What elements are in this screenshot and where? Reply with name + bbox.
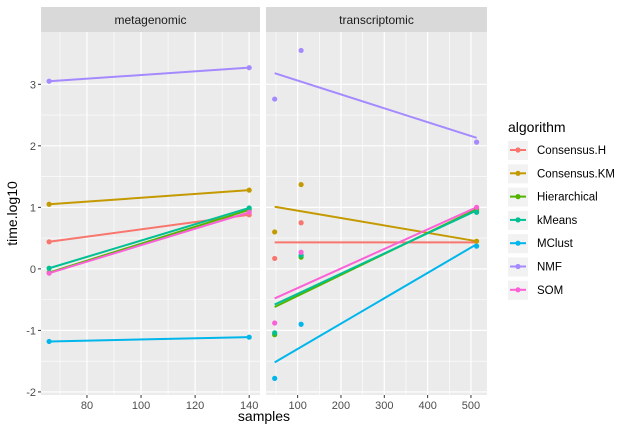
y-axis-title: time.log10 <box>4 181 20 246</box>
legend-key-point <box>515 287 521 293</box>
data-point-kMeans <box>246 205 252 211</box>
x-tick-label: 400 <box>418 400 436 412</box>
data-point-NMF <box>298 47 304 54</box>
data-point-MClust <box>298 321 304 327</box>
trend-line-SOM <box>274 206 478 300</box>
x-axis-title: samples <box>238 408 290 424</box>
data-point-SOM <box>474 204 480 210</box>
panel-transcriptomic: transcriptomic 100 200 300 400 500 <box>266 7 487 412</box>
y-tick-label: 2 <box>30 141 36 153</box>
data-point-Consensus.KM <box>474 238 480 244</box>
legend-label: kMeans <box>537 215 578 227</box>
legend-label: Consensus.KM <box>537 168 615 180</box>
data-point-NMF <box>272 96 278 102</box>
x-tick-label: 500 <box>462 400 480 412</box>
data-point-NMF <box>474 139 480 145</box>
legend-label: Hierarchical <box>537 192 598 204</box>
x-tick-label: 200 <box>332 400 350 412</box>
x-tick-label: 100 <box>132 400 150 412</box>
legend-item-MClust: MClust <box>508 234 574 254</box>
legend-label: MClust <box>537 238 574 250</box>
y-tick-label: -1 <box>26 325 36 337</box>
legend-key-point <box>515 147 521 153</box>
y-tick-label: 0 <box>30 264 36 276</box>
legend-key-point <box>515 170 521 176</box>
data-point-MClust <box>246 334 252 340</box>
x-tick-label: 120 <box>186 400 204 412</box>
legend-key-point <box>515 240 521 246</box>
data-point-MClust <box>46 338 52 345</box>
data-point-kMeans <box>474 209 480 215</box>
trend-line-NMF <box>49 66 250 83</box>
legend-key-point <box>515 217 521 223</box>
y-tick-label: 3 <box>30 79 36 91</box>
data-point-Consensus.KM <box>46 201 52 207</box>
legend-item-NMF: NMF <box>508 257 562 277</box>
legend-item-Consensus.KM: Consensus.KM <box>508 164 615 184</box>
data-point-kMeans <box>272 330 278 336</box>
legend-label: NMF <box>537 262 562 274</box>
y-tick-label: 1 <box>30 202 36 214</box>
data-point-Consensus.H <box>298 220 304 226</box>
x-tick-label: 100 <box>288 400 306 412</box>
data-point-Consensus.H <box>272 255 278 262</box>
data-point-SOM <box>272 320 278 326</box>
data-point-Consensus.KM <box>272 229 278 235</box>
legend-label: Consensus.H <box>537 145 606 157</box>
legend-item-Consensus.H: Consensus.H <box>508 141 606 160</box>
legend-key-point <box>515 263 521 270</box>
facet-strip-label: transcriptomic <box>339 13 414 27</box>
trend-line-MClust <box>49 336 250 343</box>
data-point-NMF <box>246 65 252 71</box>
trend-line-Consensus.KM <box>274 205 477 243</box>
trend-line-NMF <box>274 72 477 139</box>
data-point-MClust <box>272 375 278 381</box>
legend-item-SOM: SOM <box>508 280 563 300</box>
y-tick-label: -2 <box>26 387 36 399</box>
data-point-Consensus.KM <box>298 181 304 188</box>
trend-line-MClust <box>274 243 478 364</box>
data-point-MClust <box>474 243 480 249</box>
legend-item-kMeans: kMeans <box>508 210 578 230</box>
trend-line-kMeans <box>274 209 478 306</box>
data-point-kMeans <box>46 265 52 271</box>
data-point-SOM <box>246 209 252 215</box>
panel-background <box>41 32 260 395</box>
facet-panels: metagenomic 80 100 120 140 transcriptomic 100 2… <box>41 7 487 412</box>
facet-strip-label: metagenomic <box>114 13 186 27</box>
facet-strip <box>266 7 487 32</box>
data-point-SOM <box>298 249 304 255</box>
trend-line-SOM <box>48 211 250 275</box>
facet-strip <box>41 7 260 32</box>
legend: algorithm Consensus.H Consensus.KM Hierarc… <box>508 119 615 300</box>
trend-line-Consensus.KM <box>49 189 250 206</box>
panel-metagenomic: metagenomic 80 100 120 140 <box>41 7 260 412</box>
data-point-SOM <box>46 270 52 276</box>
panel-background <box>266 32 487 395</box>
legend-title: algorithm <box>508 119 566 135</box>
legend-key-point <box>515 194 521 200</box>
legend-label: SOM <box>537 285 563 297</box>
data-point-Consensus.H <box>46 239 52 245</box>
data-point-Consensus.KM <box>246 187 252 193</box>
trend-line-kMeans <box>48 207 250 270</box>
legend-item-Hierarchical: Hierarchical <box>508 187 598 207</box>
y-axis: -2 -1 0 1 2 3 <box>26 79 41 399</box>
data-point-NMF <box>46 78 52 84</box>
x-tick-label: 80 <box>81 400 93 412</box>
x-tick-label: 140 <box>240 400 258 412</box>
x-tick-label: 300 <box>375 400 393 412</box>
